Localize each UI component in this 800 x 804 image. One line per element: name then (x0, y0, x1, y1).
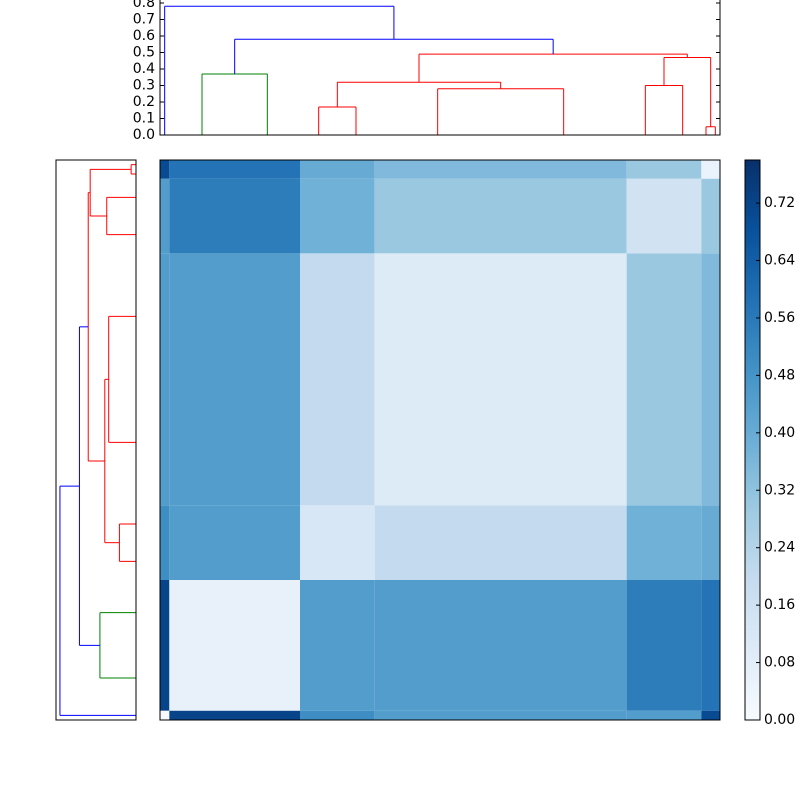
heatmap-cell (169, 253, 300, 506)
heatmap-cell (374, 710, 627, 720)
heatmap-cell (160, 178, 170, 254)
heatmap-cell (701, 710, 720, 720)
heatmap-cell (169, 710, 300, 720)
heatmap-cell (169, 178, 300, 254)
heatmap-cell (374, 580, 627, 711)
heatmap-cell (626, 253, 702, 506)
colorbar-tick-label: 0.32 (764, 482, 795, 498)
colorbar-tick-label: 0.56 (764, 310, 795, 326)
colorbar-tick-label: 0.48 (764, 367, 795, 383)
heatmap-cell (300, 253, 375, 506)
heatmap-cell (160, 160, 170, 179)
heatmap-cell (300, 505, 375, 580)
heatmap-cell (160, 580, 170, 711)
heatmap-frame (159, 159, 721, 721)
y-tick-label: 0.6 (133, 28, 155, 44)
heatmap-cell (169, 160, 300, 179)
heatmap-cell (701, 160, 720, 179)
heatmap-cell (701, 505, 720, 580)
y-tick-label: 0.7 (133, 12, 155, 28)
heatmap-cell (374, 160, 627, 179)
y-tick-label: 0.8 (133, 0, 155, 11)
colorbar-tick-label: 0.00 (764, 712, 795, 728)
heatmap-cell (160, 253, 170, 506)
colorbar-tick-label: 0.24 (764, 540, 795, 556)
heatmap-cell (300, 580, 375, 711)
y-tick-label: 0.1 (133, 111, 155, 127)
heatmap-cell (626, 160, 702, 179)
heatmap-cell (300, 710, 375, 720)
heatmap-cell (374, 178, 627, 254)
heatmap-cell (626, 710, 702, 720)
y-tick-label: 0.2 (133, 94, 155, 110)
colorbar-tick-label: 0.72 (764, 195, 795, 211)
heatmap-cell (626, 178, 702, 254)
heatmap-cell (169, 505, 300, 580)
heatmap-cell (374, 505, 627, 580)
dendrogram-frame (159, 0, 721, 136)
heatmap-cell (300, 160, 375, 179)
colorbar (744, 159, 761, 721)
colorbar-tick-label: 0.16 (764, 597, 795, 613)
heatmap-cell (300, 178, 375, 254)
y-tick-label: 0.0 (133, 127, 155, 143)
heatmap-cell (626, 580, 702, 711)
heatmap-cell (626, 505, 702, 580)
heatmap-cell (160, 710, 170, 720)
heatmap-cell (701, 178, 720, 254)
colorbar-tick-label: 0.64 (764, 253, 795, 269)
y-tick-label: 0.5 (133, 45, 155, 61)
heatmap-cell (374, 253, 627, 506)
heatmap-cell (160, 505, 170, 580)
heatmap-cell (701, 253, 720, 506)
colorbar-tick-label: 0.08 (764, 655, 795, 671)
heatmap-cell (169, 580, 300, 711)
colorbar-tick-label: 0.40 (764, 425, 795, 441)
y-tick-label: 0.3 (133, 78, 155, 94)
y-tick-label: 0.4 (133, 61, 155, 77)
dendrogram-frame (55, 159, 137, 721)
heatmap-cell (701, 580, 720, 711)
